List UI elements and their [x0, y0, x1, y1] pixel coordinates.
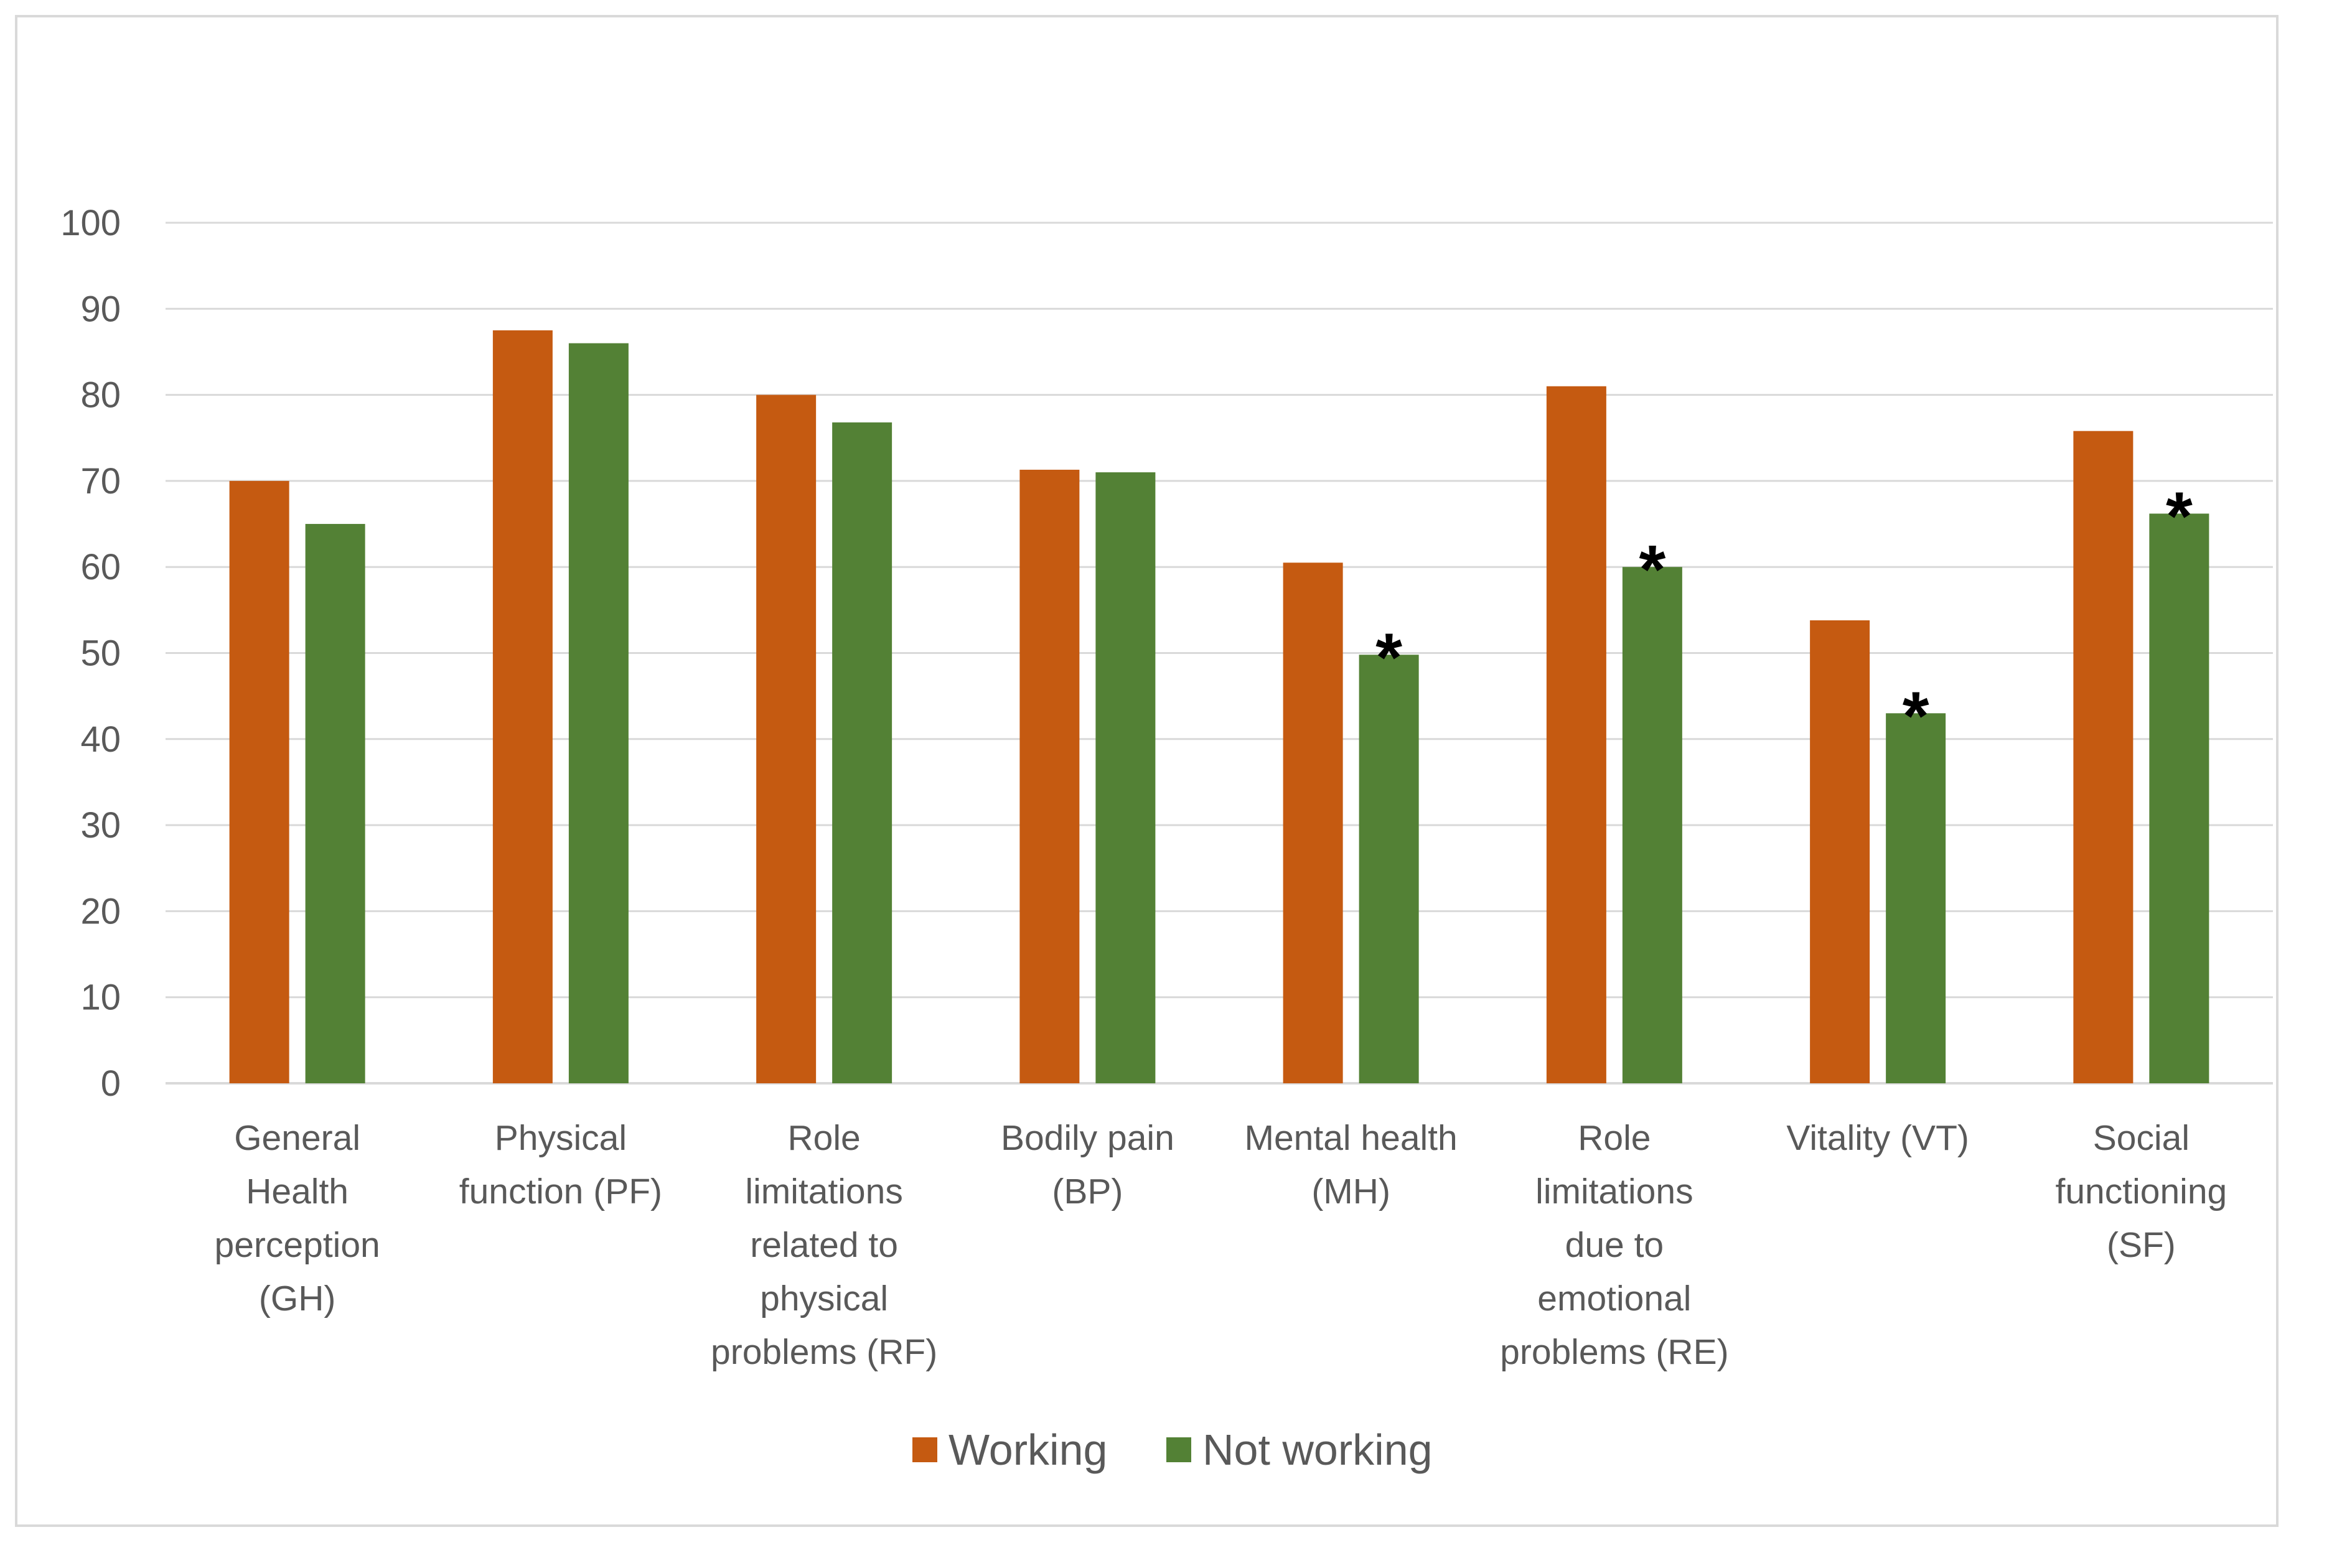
bars — [229, 330, 2209, 1084]
legend-label: Working — [949, 1426, 1107, 1474]
bar-working — [2073, 431, 2134, 1083]
bar-not-working — [1095, 472, 1156, 1083]
y-tick-label: 20 — [80, 891, 121, 931]
bar-working — [492, 330, 553, 1083]
x-category-label: Role limitations related to physical problem… — [711, 1118, 937, 1372]
x-category-label: Mental health (MH) — [1245, 1118, 1458, 1211]
x-category-label: Vitality (VT) — [1786, 1118, 1969, 1158]
bar-working — [229, 480, 289, 1083]
y-tick-label: 90 — [80, 289, 121, 329]
bar-not-working — [1359, 655, 1419, 1083]
significance-asterisk: * — [2166, 478, 2193, 554]
legend-swatch — [912, 1437, 937, 1462]
y-tick-label: 30 — [80, 805, 121, 846]
bar-not-working — [832, 422, 892, 1084]
gridlines — [166, 222, 2273, 1085]
significance-asterisk: * — [1375, 619, 1402, 696]
bar-not-working — [305, 524, 365, 1083]
x-category-label: Social functioning (SF) — [2056, 1118, 2227, 1265]
y-tick-label: 0 — [101, 1063, 121, 1104]
x-axis-labels: General Health perception (GH) Physical funct… — [215, 1118, 2227, 1372]
x-category-label: Physical function (PF) — [459, 1118, 662, 1211]
significance-asterisk: * — [1903, 678, 1929, 754]
x-category-label: Role limitations due to emotional problems (… — [1500, 1118, 1728, 1372]
legend-swatch — [1166, 1437, 1191, 1462]
x-category-label: Bodily pain (BP) — [1001, 1118, 1174, 1211]
y-tick-label: 80 — [80, 375, 121, 416]
legend-label: Not working — [1202, 1426, 1433, 1474]
bar-not-working — [568, 343, 629, 1083]
annotations: * * * * — [1375, 478, 2193, 754]
y-tick-label: 40 — [80, 719, 121, 760]
chart-frame: 0 10 20 30 40 50 60 70 80 90 100 * * * * General Healt… — [15, 15, 2279, 1527]
legend: Working Not working — [912, 1426, 1433, 1474]
bar-not-working — [1886, 713, 1946, 1083]
y-tick-label: 10 — [80, 978, 121, 1018]
bar-not-working — [1622, 567, 1682, 1083]
significance-asterisk: * — [1639, 531, 1665, 608]
y-axis-ticks: 0 10 20 30 40 50 60 70 80 90 100 — [60, 203, 121, 1104]
bar-working — [1019, 469, 1080, 1083]
x-category-label: General Health perception (GH) — [215, 1118, 380, 1318]
y-tick-label: 100 — [60, 203, 121, 243]
bar-chart: 0 10 20 30 40 50 60 70 80 90 100 * * * * General Healt… — [60, 203, 2273, 1474]
bar-not-working — [2149, 513, 2209, 1083]
bar-working — [1283, 562, 1343, 1083]
bar-working — [1546, 386, 1606, 1083]
y-tick-label: 70 — [80, 461, 121, 502]
bar-working — [1810, 620, 1870, 1083]
y-tick-label: 60 — [80, 547, 121, 587]
y-tick-label: 50 — [80, 633, 121, 674]
bar-working — [756, 394, 817, 1083]
